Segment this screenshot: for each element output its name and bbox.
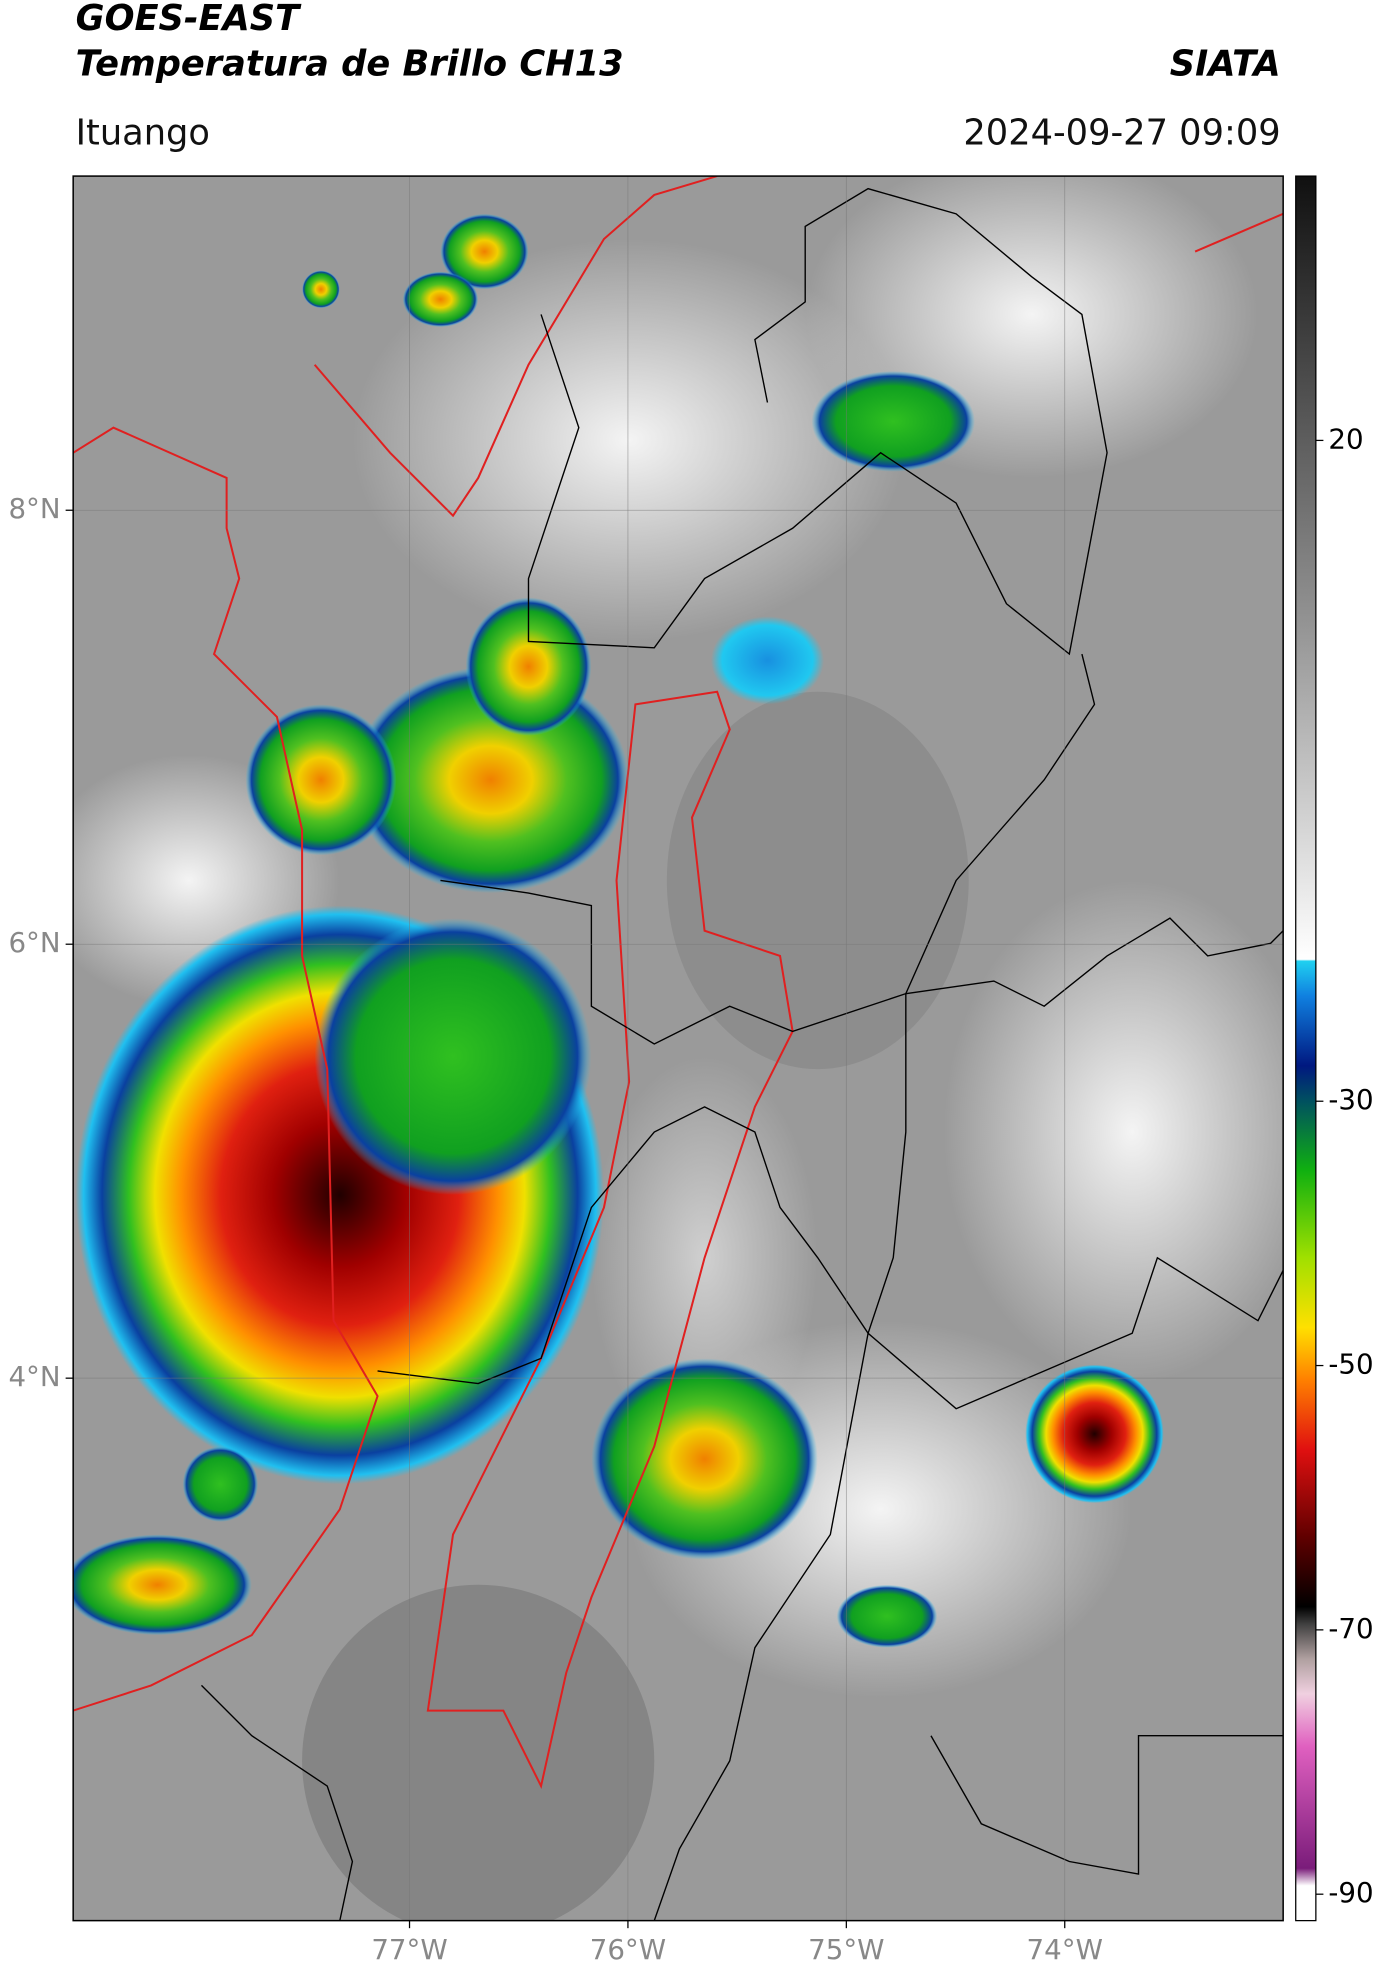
agency: SIATA [1170,43,1281,84]
y-tick-label: 6°N [8,926,60,959]
datetime: 2024-09-27 09:09 [963,113,1280,154]
title-line2: Temperatura de Brillo CH13 [76,43,624,84]
title-line1: GOES-EAST [76,0,302,39]
x-tick-label: 75°W [808,1933,884,1966]
colorbar-tick-label: 20 [1328,422,1363,455]
x-tick-label: 76°W [590,1933,666,1966]
colorbar-tick-label: -90 [1328,1876,1373,1909]
axis-labels: 77°W 76°W 75°W 74°W 4°N 6°N 8°N -90 -70 -50 -30 20 [8,422,1373,1965]
colorbar [1295,175,1317,1922]
grid [73,176,1284,1921]
satellite-image [73,176,1284,1921]
y-tick-label: 8°N [8,492,60,525]
y-tick-label: 4°N [8,1360,60,1393]
colorbar-tick-label: -30 [1328,1083,1373,1116]
map-frame [72,175,1284,1922]
location: Ituango [76,113,210,154]
colorbar-tick-label: -50 [1328,1348,1373,1381]
colorbar-tick-label: -70 [1328,1612,1373,1645]
x-tick-label: 74°W [1027,1933,1103,1966]
x-tick-label: 77°W [371,1933,447,1966]
